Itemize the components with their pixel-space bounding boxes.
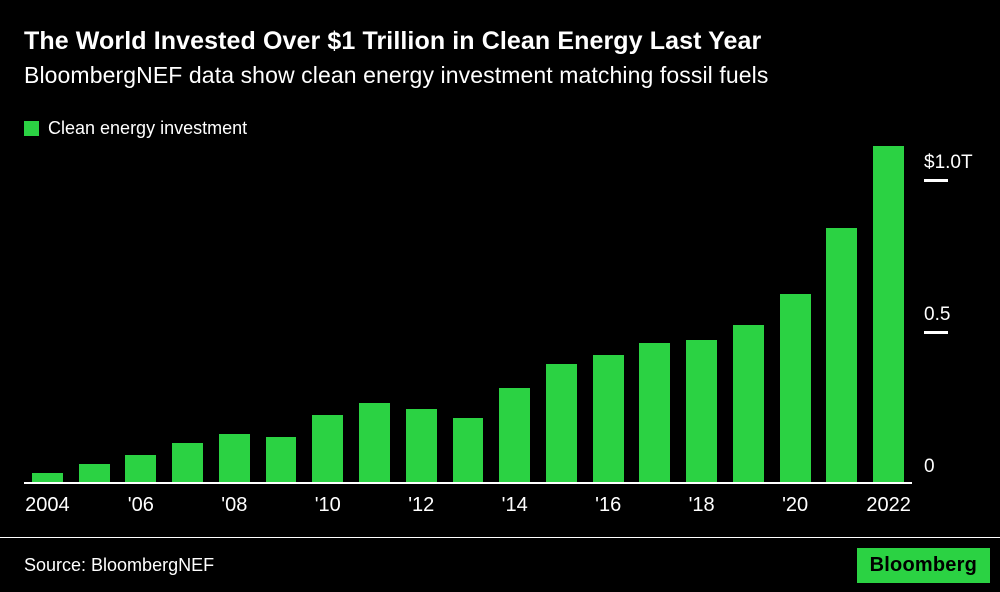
bar-slot xyxy=(351,140,398,482)
y-tick-mark xyxy=(924,178,948,182)
bar-2013 xyxy=(452,418,484,482)
bar-slot xyxy=(398,140,445,482)
bar-slot xyxy=(538,140,585,482)
bar-slot xyxy=(211,140,258,482)
bar-slot xyxy=(71,140,118,482)
bar-slot xyxy=(772,140,819,482)
bar-2017 xyxy=(639,342,671,482)
bloomberg-logo: Bloomberg xyxy=(856,547,990,583)
bar-2004 xyxy=(31,472,63,482)
x-tick-label: '20 xyxy=(782,494,809,516)
chart-header: The World Invested Over $1 Trillion in C… xyxy=(0,0,1000,89)
x-tick-label xyxy=(164,494,211,517)
bar-slot xyxy=(117,140,164,482)
bar-2016 xyxy=(592,354,624,482)
x-tick-label: '08 xyxy=(221,494,248,516)
plot-bars xyxy=(24,140,912,482)
bar-2020 xyxy=(779,294,811,482)
bar-2022 xyxy=(873,146,904,482)
x-tick-label: '10 xyxy=(314,494,341,516)
bar-2009 xyxy=(265,436,297,482)
y-tick: 0 xyxy=(924,456,935,478)
legend-label: Clean energy investment xyxy=(48,118,248,138)
bar-slot xyxy=(258,140,305,482)
bar-2018 xyxy=(686,339,718,482)
bar-2008 xyxy=(218,433,250,482)
x-tick-label: '12 xyxy=(408,494,435,516)
bar-slot xyxy=(632,140,679,482)
bar-slot xyxy=(24,140,71,482)
bar-slot xyxy=(818,140,865,482)
x-tick-label xyxy=(538,494,585,517)
x-tick-label: '14 xyxy=(501,494,528,516)
bar-slot xyxy=(164,140,211,482)
x-tick-label xyxy=(351,494,398,517)
x-tick-label: 2022 xyxy=(866,494,911,516)
bar-slot xyxy=(491,140,538,482)
chart-title: The World Invested Over $1 Trillion in C… xyxy=(24,27,762,55)
y-tick: $1.0T xyxy=(924,152,973,182)
bar-chart: $1.0T 0.5 0 2004'06'08'10'12'14'16'18'20 20… xyxy=(0,140,1000,536)
x-tick-label: '06 xyxy=(127,494,154,516)
bar-slot xyxy=(585,140,632,482)
bar-2005 xyxy=(78,463,110,482)
x-tick-label xyxy=(818,494,865,517)
chart-footer: Source: BloombergNEF Bloomberg xyxy=(24,546,990,584)
bar-slot xyxy=(725,140,772,482)
x-tick-label xyxy=(445,494,492,517)
y-tick-label: 0.5 xyxy=(924,303,951,325)
bar-2006 xyxy=(125,454,157,482)
legend: Clean energy investment xyxy=(24,118,247,139)
bar-2019 xyxy=(732,324,764,482)
bar-2007 xyxy=(172,442,203,482)
y-axis: $1.0T 0.5 0 xyxy=(922,140,1000,484)
y-tick: 0.5 xyxy=(924,304,950,334)
x-tick-label xyxy=(258,494,305,517)
bar-2011 xyxy=(359,403,390,482)
bar-slot xyxy=(445,140,492,482)
bar-2012 xyxy=(405,409,437,482)
x-axis-labels: 2004 '06 '08 '10 '12 '14 '16 '18 '20 2022 xyxy=(24,494,912,517)
plot-area xyxy=(24,140,912,484)
bar-slot xyxy=(304,140,351,482)
x-tick-label xyxy=(632,494,679,517)
x-tick-label xyxy=(725,494,772,517)
bar-2010 xyxy=(312,415,344,482)
x-tick-label xyxy=(71,494,118,517)
x-tick-label: '18 xyxy=(688,494,715,516)
bar-2014 xyxy=(499,388,531,482)
bar-slot xyxy=(865,140,912,482)
chart-subtitle: BloombergNEF data show clean energy inve… xyxy=(24,62,769,89)
source-text: Source: BloombergNEF xyxy=(24,554,215,575)
x-tick-label: '16 xyxy=(595,494,622,516)
bar-2021 xyxy=(826,227,858,482)
x-tick-label: 2004 xyxy=(25,494,70,516)
y-tick-label: 0 xyxy=(924,456,935,477)
y-tick-label: $1.0T xyxy=(924,151,973,173)
y-tick-mark xyxy=(924,330,948,334)
bar-2015 xyxy=(546,363,577,482)
bar-slot xyxy=(678,140,725,482)
footer-divider xyxy=(0,537,1000,538)
legend-swatch-icon xyxy=(24,121,39,136)
